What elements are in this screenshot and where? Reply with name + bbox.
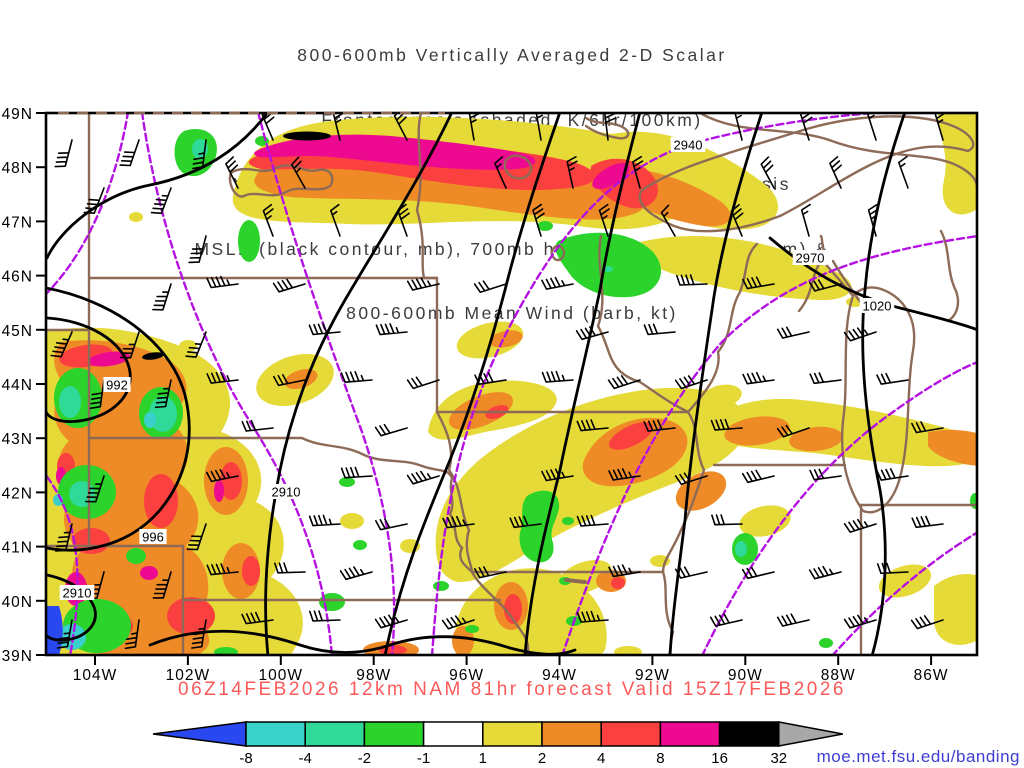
colorbar-tick-label: -8 — [239, 750, 252, 767]
y-axis-tick-label: 41N — [2, 540, 33, 557]
wind-barb — [152, 188, 172, 213]
wind-barb — [712, 515, 742, 525]
wind-barb — [802, 205, 810, 236]
wind-barb — [877, 469, 908, 480]
contour-label-mslp: 1020 — [863, 299, 892, 314]
contour-label-height: 2910 — [272, 485, 301, 500]
colorbar-tick-label: 32 — [770, 750, 787, 767]
y-axis-tick-label: 48N — [2, 160, 33, 177]
wind-barb — [341, 372, 372, 382]
colorbar-segment — [720, 722, 779, 746]
wind-barb — [310, 515, 340, 525]
y-axis-tick-label: 49N — [2, 106, 33, 123]
colorbar-tick-label: -1 — [417, 750, 430, 767]
contour-label-mslp: 992 — [106, 378, 128, 393]
wind-barb — [274, 279, 305, 291]
wind-barb — [543, 372, 574, 382]
wind-barb — [810, 373, 841, 383]
colorbar-tick-label: 1 — [479, 750, 487, 767]
wind-barb — [408, 377, 439, 388]
contour-label-height: 2910 — [63, 586, 92, 601]
colorbar-over-arrow — [779, 722, 843, 746]
site-link[interactable]: moe.met.fsu.edu/banding — [817, 747, 1020, 767]
colorbar-tick-label: 8 — [656, 750, 664, 767]
colorbar-tick-label: 16 — [711, 750, 728, 767]
colorbar-segment — [424, 722, 483, 746]
wind-barb — [475, 281, 506, 292]
y-axis-tick-label: 46N — [2, 269, 33, 286]
wind-barb — [55, 140, 72, 167]
wind-barb — [189, 236, 206, 262]
wind-barb — [810, 567, 841, 579]
wind-barb — [778, 614, 809, 626]
colorbar-under-arrow — [153, 722, 246, 746]
y-axis-tick-label: 45N — [2, 323, 33, 340]
wind-barb — [342, 468, 372, 478]
wind-barb — [376, 324, 407, 335]
forecast-caption: 06Z14FEB2026 12km NAM 81hr forecast Vali… — [0, 679, 1024, 701]
wind-barb — [877, 374, 908, 384]
wind-barb — [408, 278, 439, 290]
y-axis-tick-label: 40N — [2, 594, 33, 611]
wind-barb — [899, 157, 908, 188]
wind-barb — [120, 140, 139, 166]
y-axis-tick-label: 39N — [2, 648, 33, 665]
wind-barb — [912, 517, 943, 528]
wind-barb — [341, 567, 372, 579]
y-axis-tick-label: 43N — [2, 431, 33, 448]
y-axis-tick-label: 42N — [2, 485, 33, 502]
colorbar-segment — [542, 722, 601, 746]
colorbar-tick-label: 2 — [538, 750, 546, 767]
wind-barb — [743, 373, 774, 384]
wind-barb — [845, 328, 876, 341]
colorbar-segment — [246, 722, 305, 746]
wind-barb — [609, 376, 640, 389]
wind-barb — [153, 284, 171, 310]
wind-barb — [542, 278, 573, 290]
wind-barb — [408, 472, 439, 484]
frontogenesis-map: 992 996 1020 2910 2910 2940 2970 49N 48N 47N 46N 4… — [0, 0, 1024, 768]
y-axis-tick-label: 44N — [2, 377, 33, 394]
wind-barb — [376, 425, 407, 436]
colorbar-tick-label: -2 — [358, 750, 371, 767]
colorbar-segment — [483, 722, 542, 746]
colorbar: -8 -4 -2 -1 1 2 4 8 16 32 — [153, 722, 843, 767]
colorbar-tick-label: 4 — [597, 750, 605, 767]
colorbar-segment — [660, 722, 719, 746]
contour-label-height: 2940 — [674, 138, 703, 153]
wind-barb — [743, 471, 774, 483]
weather-chart-page: 800-600mb Vertically Averaged 2-D Scalar… — [0, 0, 1024, 768]
colorbar-segment — [305, 722, 364, 746]
wind-barb — [376, 519, 407, 530]
colorbar-segment — [364, 722, 423, 746]
y-axis-tick-label: 47N — [2, 214, 33, 231]
colorbar-tick-label: -4 — [299, 750, 312, 767]
contour-label-height: 2970 — [796, 251, 825, 266]
wind-barb — [676, 567, 707, 578]
colorbar-segment — [601, 722, 660, 746]
wind-barb — [275, 563, 305, 573]
wind-barb — [644, 324, 675, 334]
contour-label-mslp: 996 — [142, 530, 164, 545]
wind-barb — [310, 611, 340, 621]
wind-barb — [242, 421, 273, 431]
wind-barb — [778, 327, 809, 338]
wind-barb — [711, 614, 742, 626]
